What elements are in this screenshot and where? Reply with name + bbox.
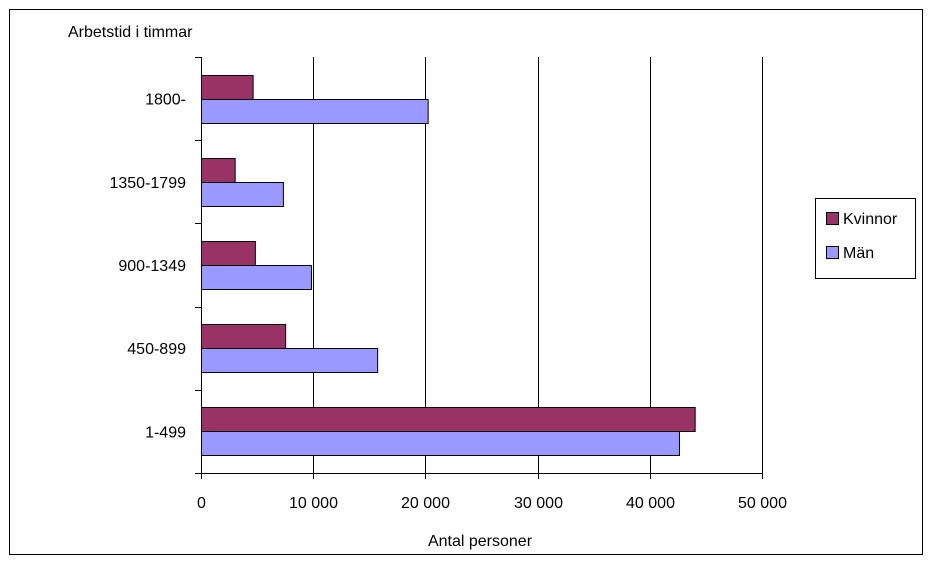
y-tick-label: 1-499 [145, 424, 186, 441]
legend-swatch-kvinnor [826, 212, 839, 225]
bar-man [201, 182, 284, 207]
y-tick-label: 1350-1799 [109, 175, 186, 192]
bar-kvinnor [201, 241, 256, 266]
bar-man [201, 265, 312, 290]
legend-swatch-man [826, 246, 839, 259]
legend-label-man: Män [843, 245, 874, 262]
chart-frame [9, 9, 923, 555]
bar-man [201, 431, 680, 456]
y-tick-labels: 1800- 1350-1799 900-1349 450-899 1-499 [109, 92, 186, 442]
gridlines [313, 57, 763, 473]
y-axis-title: Arbetstid i timmar [68, 24, 193, 41]
x-axis-title: Antal personer [428, 533, 533, 550]
bar-man [201, 348, 379, 373]
legend: Kvinnor Män [815, 198, 916, 279]
bar-kvinnor [201, 324, 287, 349]
x-tick-label: 30 000 [514, 495, 563, 512]
y-tick-label: 900-1349 [118, 258, 186, 275]
bars [201, 75, 696, 456]
x-tick-label: 20 000 [401, 495, 450, 512]
bar-kvinnor [201, 158, 236, 183]
legend-box [815, 198, 916, 279]
bar-kvinnor [201, 407, 696, 432]
x-tick-label: 50 000 [738, 495, 787, 512]
x-tick-labels: 0 10 000 20 000 30 000 40 000 50 000 [197, 495, 787, 512]
x-tick-label: 0 [197, 495, 206, 512]
bar-kvinnor [201, 75, 254, 100]
axes [195, 57, 763, 479]
x-tick-label: 10 000 [289, 495, 338, 512]
legend-label-kvinnor: Kvinnor [843, 211, 898, 228]
bar-man [201, 99, 429, 124]
x-tick-label: 40 000 [626, 495, 675, 512]
y-tick-label: 450-899 [127, 341, 186, 358]
y-tick-label: 1800- [145, 92, 186, 109]
